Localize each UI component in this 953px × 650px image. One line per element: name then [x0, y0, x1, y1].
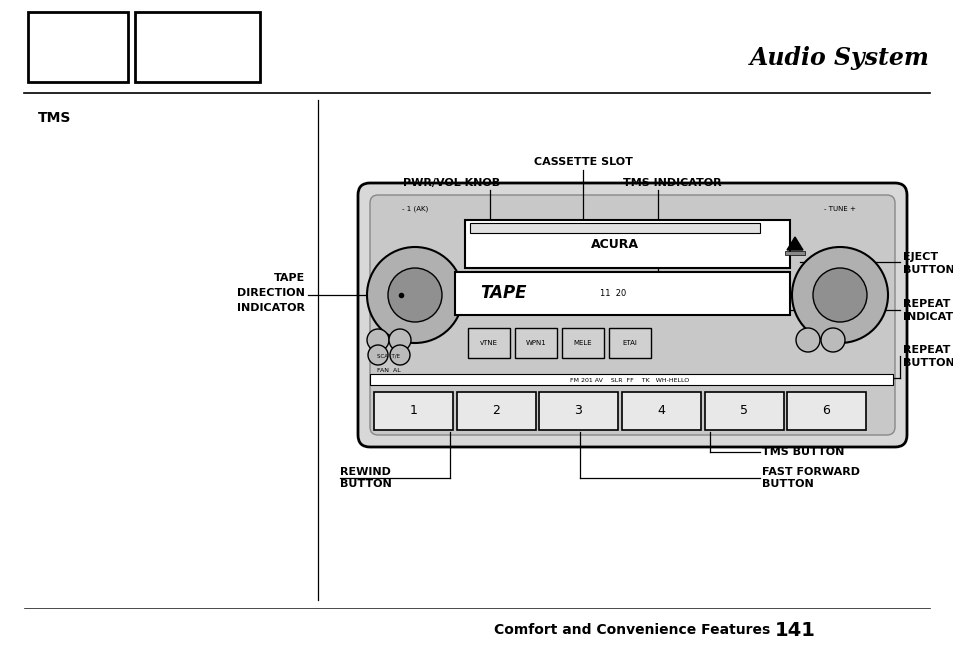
- Text: DIRECTION: DIRECTION: [237, 288, 305, 298]
- Text: 2: 2: [492, 404, 500, 417]
- Text: 1: 1: [409, 404, 417, 417]
- Bar: [468, 328, 510, 358]
- Circle shape: [389, 329, 411, 351]
- Bar: [786, 392, 865, 430]
- Text: TAPE: TAPE: [479, 284, 526, 302]
- Circle shape: [368, 345, 388, 365]
- Bar: [538, 392, 618, 430]
- Bar: [374, 392, 453, 430]
- Bar: [470, 223, 760, 233]
- Text: BUTTON: BUTTON: [902, 265, 953, 275]
- FancyBboxPatch shape: [370, 195, 894, 435]
- Text: EJECT: EJECT: [902, 252, 937, 262]
- Bar: [464, 220, 789, 268]
- Circle shape: [367, 247, 462, 343]
- Text: Audio System: Audio System: [749, 46, 929, 70]
- Bar: [455, 272, 789, 315]
- Text: FAST FORWARD: FAST FORWARD: [761, 467, 859, 477]
- Text: BUTTON: BUTTON: [761, 479, 813, 489]
- Text: FM 201 AV    SLR  FF    TK   WH-HELLO: FM 201 AV SLR FF TK WH-HELLO: [570, 378, 689, 382]
- Bar: [135, 12, 260, 82]
- Text: ETAI: ETAI: [622, 340, 637, 346]
- Text: 6: 6: [821, 404, 829, 417]
- Text: WPN1: WPN1: [525, 340, 546, 346]
- Text: REPEAT: REPEAT: [902, 345, 949, 355]
- Text: INDICATOR: INDICATOR: [902, 312, 953, 322]
- Bar: [456, 392, 536, 430]
- Text: INDICATOR: INDICATOR: [236, 303, 305, 313]
- Text: SCA  T/E: SCA T/E: [377, 354, 400, 359]
- Text: 5: 5: [740, 404, 748, 417]
- Text: 4: 4: [657, 404, 665, 417]
- Text: CASSETTE SLOT: CASSETTE SLOT: [533, 157, 632, 167]
- Text: ACURA: ACURA: [590, 239, 639, 252]
- Text: FAN  AL: FAN AL: [376, 367, 400, 372]
- Text: Comfort and Convenience Features: Comfort and Convenience Features: [494, 623, 769, 637]
- Text: BUTTON: BUTTON: [902, 358, 953, 368]
- Bar: [621, 392, 700, 430]
- Circle shape: [791, 247, 887, 343]
- Text: - TUNE +: - TUNE +: [823, 206, 855, 212]
- Bar: [704, 392, 783, 430]
- Circle shape: [812, 268, 866, 322]
- Text: MELE: MELE: [573, 340, 592, 346]
- Text: 3: 3: [574, 404, 582, 417]
- Text: TMS BUTTON: TMS BUTTON: [761, 447, 843, 457]
- Circle shape: [795, 328, 820, 352]
- Circle shape: [388, 268, 441, 322]
- Circle shape: [390, 345, 410, 365]
- Text: TAPE: TAPE: [274, 273, 305, 283]
- Text: 141: 141: [774, 621, 815, 640]
- Circle shape: [367, 329, 389, 351]
- Text: TMS: TMS: [38, 111, 71, 125]
- FancyBboxPatch shape: [357, 183, 906, 447]
- Bar: [608, 328, 650, 358]
- Text: BUTTON: BUTTON: [339, 479, 392, 489]
- Bar: [784, 251, 804, 255]
- Text: TMS INDICATOR: TMS INDICATOR: [622, 178, 720, 188]
- Text: PWR/VOL KNOB: PWR/VOL KNOB: [403, 178, 500, 188]
- Bar: [561, 328, 603, 358]
- Text: REPEAT: REPEAT: [902, 299, 949, 309]
- Polygon shape: [786, 237, 802, 250]
- Text: REWIND: REWIND: [339, 467, 391, 477]
- Text: - 1 (AK): - 1 (AK): [401, 206, 428, 213]
- Bar: [370, 374, 892, 385]
- Bar: [515, 328, 557, 358]
- Bar: [28, 12, 128, 82]
- Text: 11  20: 11 20: [599, 289, 625, 298]
- Circle shape: [821, 328, 844, 352]
- Text: vTNE: vTNE: [479, 340, 497, 346]
